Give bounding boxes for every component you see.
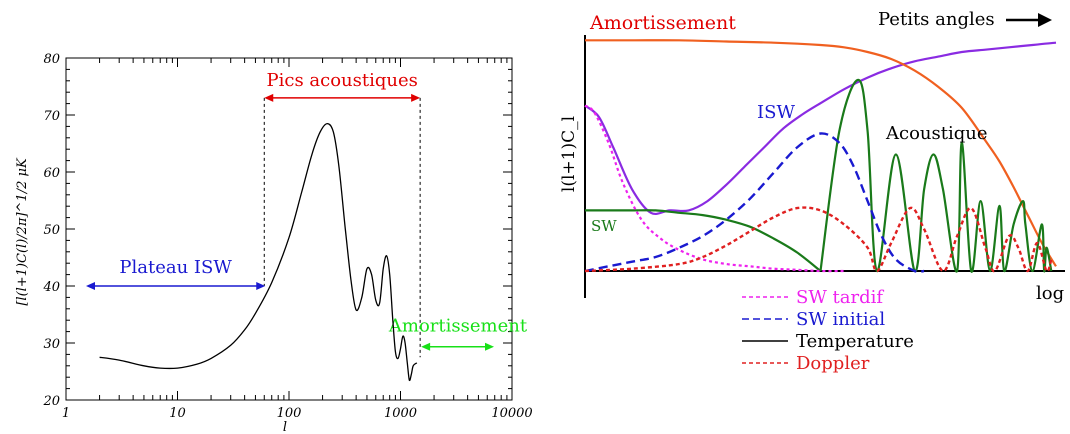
plateau-arrow-head-right: [256, 282, 266, 290]
series-doppler-line: [584, 206, 1053, 273]
label-amortissement: Amortissement: [589, 12, 736, 34]
right-y-axis-label: l(l+1)C_l: [559, 116, 579, 192]
plateau-arrow-head-left: [86, 282, 95, 290]
y-tick-label: 20: [42, 394, 60, 409]
petits-angles-arrow-head: [1038, 13, 1052, 27]
x-tick-label: 1: [62, 406, 70, 421]
label-sw: SW: [591, 217, 617, 235]
y-tick-label: 40: [42, 280, 60, 295]
left-tick-labels: 1 10 100 1000 10000 20 30 40 50 60 70 80: [42, 52, 532, 421]
legend-label-doppler: Doppler: [796, 353, 870, 374]
y-tick-label: 60: [43, 166, 60, 181]
left-x-axis-label: l: [283, 420, 287, 434]
series-sw-initial-line: [584, 132, 925, 274]
legend-label-temperature: Temperature: [796, 331, 914, 352]
legend-label-sw-initial: SW initial: [796, 309, 885, 330]
y-tick-label: 30: [43, 337, 60, 352]
left-power-spectrum-line: [99, 122, 418, 382]
pics-arrow-head-left: [264, 93, 274, 102]
x-tick-label: 10: [169, 406, 186, 421]
label-sw-initial: ISW: [757, 102, 795, 123]
label-acoustique: Acoustique: [885, 123, 988, 144]
damping-label: Amortissement: [388, 316, 528, 337]
right-labels: Amortissement ISW Acoustique SW Petits angle…: [589, 9, 1052, 235]
x-tick-label: 100: [277, 406, 302, 421]
y-tick-label: 80: [43, 52, 60, 67]
legend-label-sw-tardif: SW tardif: [796, 287, 884, 308]
damping-arrow-head-right: [485, 342, 494, 351]
y-tick-label: 50: [43, 223, 60, 238]
series-acoustique-line: [819, 78, 1053, 273]
right-curves: [584, 39, 1057, 274]
left-annotations: Pics acoustiques Plateau ISW Amortissement: [86, 70, 528, 358]
series-sw-tardif-line: [584, 104, 845, 273]
right-chart: l(l+1)C_l log l Amortissement ISW Acoustiq…: [559, 9, 1070, 374]
left-plot-frame: [65, 57, 513, 401]
x-tick-label: 10000: [491, 406, 532, 421]
pics-label: Pics acoustiques: [267, 70, 418, 91]
petits-angles-label: Petits angles: [878, 9, 995, 30]
left-chart: 1 10 100 1000 10000 20 30 40 50 60 70 80 [l(l+1)C(l…: [15, 52, 533, 434]
pics-arrow-head-right: [411, 93, 421, 102]
damping-arrow-head-left: [421, 342, 431, 351]
x-tick-label: 1000: [384, 406, 417, 421]
y-tick-label: 70: [43, 109, 60, 124]
series-amortissement-line: [585, 39, 1057, 267]
series-temperature-line: [584, 41, 1057, 216]
plateau-label: Plateau ISW: [119, 257, 232, 278]
left-ticks: [65, 57, 512, 401]
right-x-axis-label: log l: [1036, 283, 1070, 304]
left-y-axis-label: [l(l+1)C(l)/2π]^1/2 μK: [15, 157, 30, 306]
series-sw-line: [585, 209, 822, 272]
